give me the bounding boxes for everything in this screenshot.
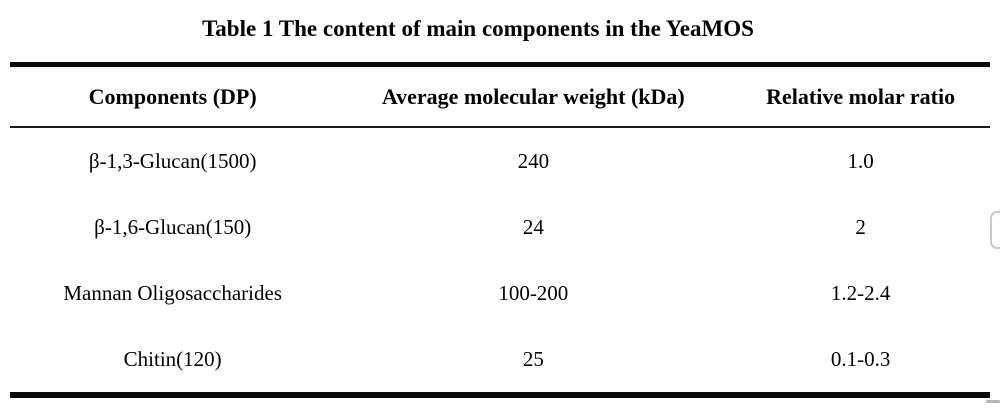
cell-molar-ratio: 1.0 <box>847 148 874 173</box>
table-row: β-1,6-Glucan(150) 24 2 <box>10 194 990 260</box>
cell-molecular-weight: 240 <box>517 148 550 173</box>
table-row: Mannan Oligosaccharides 100-200 1.2-2.4 <box>10 260 990 326</box>
cell-molar-ratio: 0.1-0.3 <box>830 346 891 371</box>
table-row: Chitin(120) 25 0.1-0.3 <box>10 326 990 392</box>
cell-component: Mannan Oligosaccharides <box>63 280 283 305</box>
column-header-molar-ratio: Relative molar ratio <box>766 83 956 109</box>
table-row: β-1,3-Glucan(1500) 240 1.0 <box>10 128 990 194</box>
cell-component: β-1,3-Glucan(1500) <box>88 148 257 173</box>
table-rule-header <box>10 126 990 128</box>
table-rule-top <box>10 62 990 67</box>
table-header-row: Components (DP) Average molecular weight… <box>10 67 990 126</box>
cell-molecular-weight: 100-200 <box>498 280 569 305</box>
column-header-components: Components (DP) <box>88 83 257 109</box>
table-caption: Table 1 The content of main components i… <box>202 16 754 41</box>
cell-component: Chitin(120) <box>123 346 222 371</box>
corner-artifact <box>986 400 1000 403</box>
table-body: β-1,3-Glucan(1500) 240 1.0 β-1,6-Glucan(… <box>10 128 990 392</box>
cell-molar-ratio: 1.2-2.4 <box>830 280 891 305</box>
table-rule-bottom <box>10 392 990 398</box>
clipped-edge-button[interactable] <box>990 211 1000 249</box>
column-header-molecular-weight: Average molecular weight (kDa) <box>381 83 685 109</box>
cell-molar-ratio: 2 <box>855 214 866 239</box>
cell-molecular-weight: 25 <box>522 346 544 371</box>
cell-molecular-weight: 24 <box>522 214 544 239</box>
cell-component: β-1,6-Glucan(150) <box>94 214 252 239</box>
